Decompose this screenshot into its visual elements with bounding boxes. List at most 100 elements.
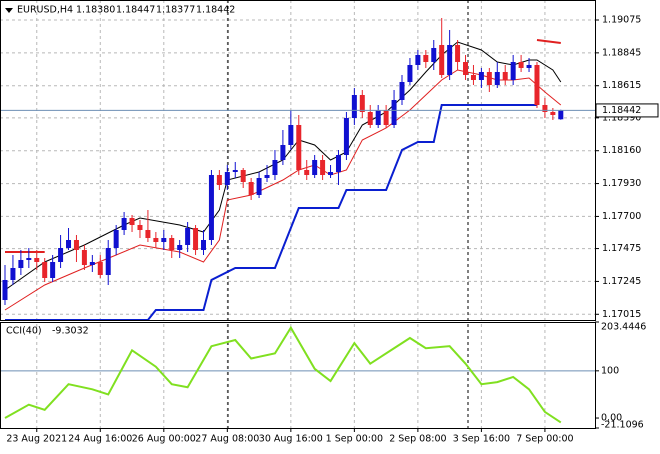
candle-body	[558, 110, 564, 120]
header-open: 1.18380	[76, 5, 115, 16]
candle-body	[161, 238, 167, 242]
candle-body	[2, 280, 8, 300]
candle-body	[89, 262, 95, 265]
candle-body	[129, 218, 135, 225]
candle-body	[232, 170, 238, 172]
candle-body	[248, 182, 254, 195]
candle-body	[407, 65, 413, 82]
x-tick-label: 23 Aug 2021	[6, 434, 67, 445]
candle-body	[145, 230, 151, 238]
candle-body	[367, 112, 373, 125]
x-tick-label: 24 Aug 16:00	[68, 434, 132, 445]
candle-body	[312, 160, 318, 175]
candle-body	[304, 170, 310, 175]
candle-body	[455, 45, 461, 62]
candle-body	[447, 45, 453, 75]
candle-body	[343, 118, 349, 155]
y-tick-label: 1.18845	[602, 47, 641, 58]
y-tick-label: 1.18160	[602, 145, 641, 156]
candle-body	[97, 262, 103, 275]
x-tick-label: 3 Sep 16:00	[453, 434, 510, 445]
candle-body	[42, 262, 48, 278]
candle-body	[375, 110, 381, 125]
y-tick-label: 1.17700	[602, 211, 641, 222]
candle-body	[153, 238, 159, 242]
price-label: 1.18442	[602, 105, 641, 116]
x-tick-label: 30 Aug 16:00	[259, 434, 323, 445]
candle-body	[415, 55, 421, 65]
candle-body	[169, 238, 175, 250]
candle-body	[18, 260, 24, 268]
candle-body	[264, 175, 270, 178]
price-label-box	[595, 103, 659, 118]
x-tick-label: 7 Sep 00:00	[516, 434, 573, 445]
cci-value: -9.3032	[52, 326, 89, 337]
x-tick-label: 26 Aug 00:00	[132, 434, 196, 445]
candle-body	[534, 65, 540, 105]
candle-body	[470, 75, 476, 80]
x-tick-label: 27 Aug 08:00	[195, 434, 259, 445]
candle-body	[439, 45, 445, 75]
candle-body	[240, 170, 246, 182]
y-tick-label: 1.19075	[602, 15, 641, 26]
header-close: 1.18442	[196, 5, 235, 16]
cci-name: CCI(40)	[6, 326, 42, 337]
candle-body	[320, 160, 326, 175]
grid	[0, 0, 595, 428]
axis: 1.19075 1.18845 1.18615 1.18390 1.18160 1.179…	[6, 15, 659, 445]
candle-body	[494, 72, 500, 85]
indicator-line	[5, 104, 537, 321]
header-low: 1.18377	[156, 5, 195, 16]
candle-body	[256, 178, 262, 195]
candle-body	[478, 72, 484, 80]
x-tick-label: 1 Sep 00:00	[326, 434, 383, 445]
candle-body	[193, 228, 199, 250]
candle-body	[272, 160, 278, 175]
indicator-line	[5, 39, 561, 253]
candle-body	[431, 48, 437, 62]
y2-tick-label: 203.4446	[601, 322, 646, 333]
candle-body	[288, 125, 294, 145]
candle-body	[550, 112, 556, 115]
candle-body	[34, 258, 40, 262]
main-panel-border	[0, 0, 596, 321]
candle-body	[296, 125, 302, 170]
candle-body	[66, 240, 72, 248]
candle-body	[50, 262, 56, 278]
y-tick-label: 1.17015	[602, 309, 641, 320]
candle-body	[486, 72, 492, 85]
candle-body	[280, 145, 286, 160]
candle-body	[383, 110, 389, 125]
candle-body	[328, 172, 334, 175]
y2-tick-label: 100	[601, 365, 619, 376]
header-arrow	[5, 8, 13, 13]
candle-body	[423, 55, 429, 62]
candle-body	[216, 175, 222, 185]
candle-body	[351, 95, 357, 118]
header-high: 1.18447	[116, 5, 155, 16]
candle-body	[359, 95, 365, 112]
cci-panel-border	[0, 322, 596, 429]
candle-body	[208, 175, 214, 240]
candle-body	[26, 258, 32, 260]
candle-body	[81, 250, 87, 265]
candle-body	[105, 248, 111, 275]
y-tick-label: 1.17475	[602, 243, 641, 254]
candle-body	[121, 218, 127, 230]
candle-body	[510, 62, 516, 80]
candle-body	[10, 268, 16, 280]
candle-body	[185, 228, 191, 245]
candle-body	[391, 100, 397, 125]
candle-body	[58, 248, 64, 262]
cci-line	[4, 325, 562, 424]
x-tick-label: 2 Sep 08:00	[389, 434, 446, 445]
candle-body	[201, 240, 206, 250]
candle-body	[177, 245, 183, 250]
candle-body	[399, 82, 405, 100]
symbol: EURUSD,H4	[17, 5, 73, 16]
y2-tick-label: -21.1096	[601, 420, 644, 431]
y-tick-label: 1.17930	[602, 178, 641, 189]
candle-body	[137, 225, 143, 230]
